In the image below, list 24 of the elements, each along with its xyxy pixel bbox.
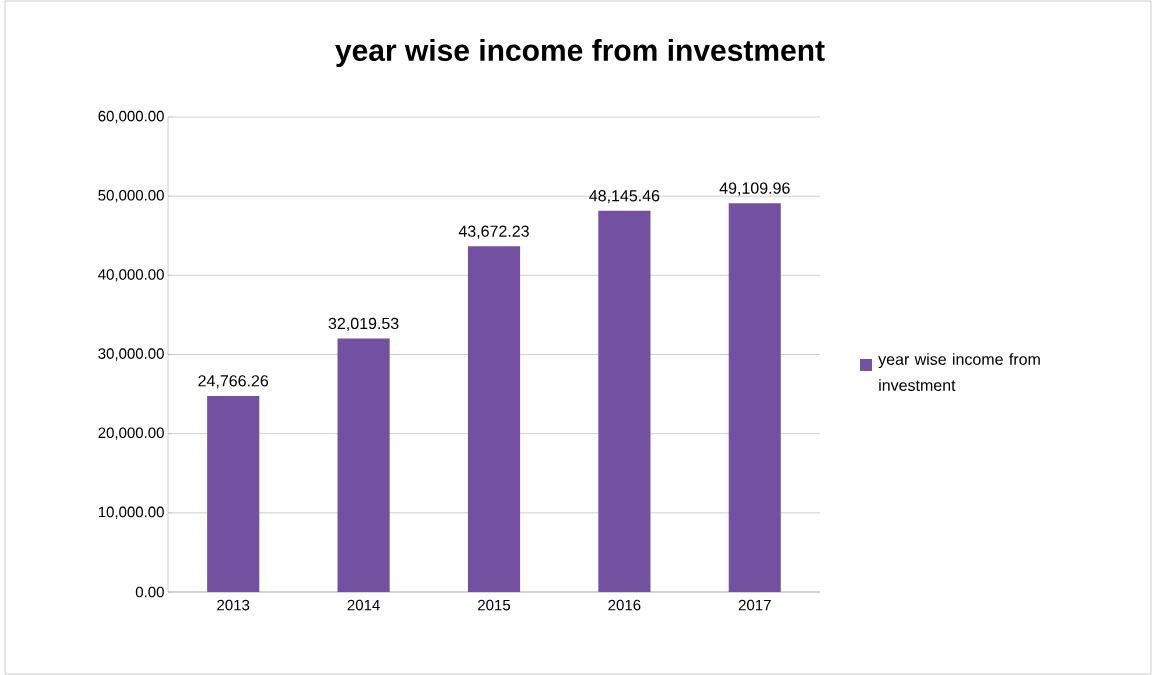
text: 43,672.23 bbox=[458, 225, 529, 239]
text: 24,766.26 bbox=[198, 375, 269, 389]
chart-title: year wise income from investment bbox=[335, 39, 825, 67]
x-tick-label: 2015 bbox=[478, 599, 511, 611]
y-tick-label: 20,000.00 bbox=[98, 427, 164, 440]
y-tick-label: 30,000.00 bbox=[98, 348, 164, 361]
text: 48,145.46 bbox=[589, 190, 660, 204]
y-tick-label: 40,000.00 bbox=[98, 269, 164, 282]
bar bbox=[728, 203, 781, 592]
y-tick-label: 0.00 bbox=[135, 586, 164, 598]
x-tick-label: 2014 bbox=[347, 599, 380, 611]
bar bbox=[467, 246, 521, 592]
legend-label: year wise income from investment bbox=[878, 353, 1040, 391]
y-tick-label: 50,000.00 bbox=[98, 189, 164, 203]
y-tick-label: 10,000.00 bbox=[98, 506, 164, 520]
y-tick-label: 60,000.00 bbox=[98, 110, 164, 124]
bar bbox=[207, 395, 260, 592]
bar bbox=[598, 210, 651, 592]
x-tick-label: 2013 bbox=[217, 599, 250, 611]
bar bbox=[337, 338, 390, 592]
text: 49,109.96 bbox=[719, 182, 790, 196]
text: 32,019.53 bbox=[328, 317, 399, 331]
x-tick-label: 2017 bbox=[738, 599, 771, 611]
x-tick-label: 2016 bbox=[608, 599, 641, 611]
